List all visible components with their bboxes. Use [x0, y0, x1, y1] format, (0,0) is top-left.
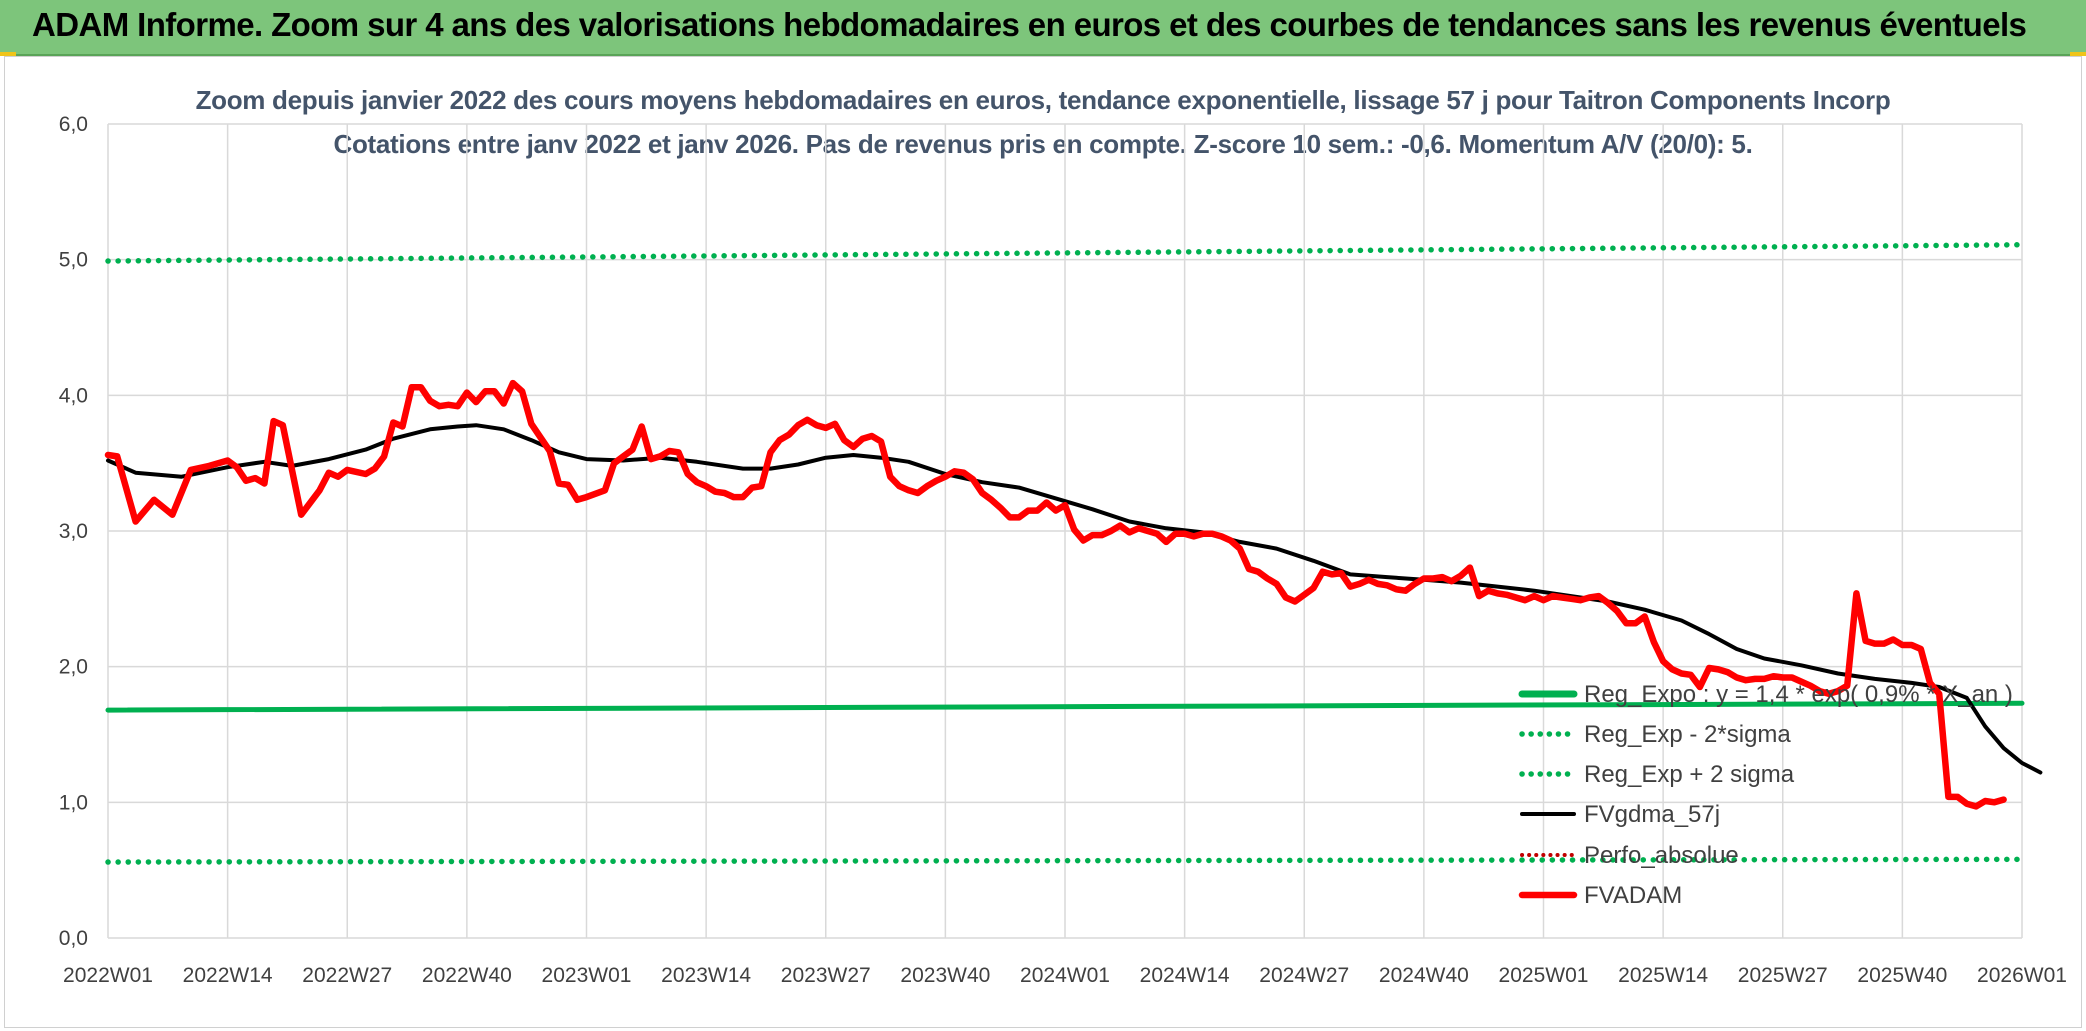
series-reg-exp-plus-2sigma	[105, 241, 2025, 264]
series-reg-exp-minus-2sigma	[105, 856, 2025, 865]
series-lines	[104, 241, 2043, 865]
x-tick-label: 2022W14	[183, 964, 273, 987]
y-tick-label: 2,0	[59, 656, 88, 679]
chart-title-background	[262, 78, 1822, 162]
legend-label-fvadam: FVADAM	[1584, 882, 1682, 909]
y-tick-label: 6,0	[59, 113, 88, 136]
x-tick-label: 2025W14	[1618, 964, 1708, 987]
corner-accent-left	[0, 52, 16, 56]
x-tick-label: 2022W40	[422, 964, 512, 987]
legend-label-reg_expo: Reg_Expo : y = 1,4 * exp( 0,9% * X_an )	[1584, 681, 2013, 708]
x-tick-label: 2024W27	[1259, 964, 1349, 987]
legend: Reg_Expo : y = 1,4 * exp( 0,9% * X_an ) R…	[1518, 681, 2013, 909]
chart-title-line2: Cotations entre janv 2022 et janv 2026. …	[333, 129, 1752, 159]
legend-label-fvgdma: FVgdma_57j	[1584, 801, 1720, 828]
x-tick-label: 2025W40	[1857, 964, 1947, 987]
y-tick-label: 3,0	[59, 520, 88, 543]
series-reg-expo	[105, 700, 2025, 713]
page-title: ADAM Informe. Zoom sur 4 ans des valoris…	[32, 6, 2027, 43]
corner-accent-right	[2070, 52, 2086, 56]
x-axis-ticks: 2022W01 2022W14 2022W27 2022W40 2023W01 2023W…	[63, 964, 2067, 987]
x-tick-label: 2025W01	[1499, 964, 1589, 987]
x-tick-label: 2022W01	[63, 964, 153, 987]
header-banner: ADAM Informe. Zoom sur 4 ans des valoris…	[0, 0, 2086, 56]
x-tick-label: 2024W14	[1140, 964, 1230, 987]
x-tick-label: 2023W27	[781, 964, 871, 987]
y-tick-label: 5,0	[59, 249, 88, 272]
legend-label-reg_plus: Reg_Exp + 2 sigma	[1584, 761, 1795, 788]
y-tick-label: 4,0	[59, 384, 88, 407]
chart-title-line1: Zoom depuis janvier 2022 des cours moyen…	[196, 85, 1891, 115]
x-tick-label: 2023W14	[661, 964, 751, 987]
y-tick-label: 0,0	[59, 927, 88, 950]
x-tick-label: 2023W40	[900, 964, 990, 987]
legend-label-reg_minus: Reg_Exp - 2*sigma	[1584, 721, 1791, 748]
gridlines	[107, 123, 2023, 939]
series-fvadam	[104, 379, 2007, 810]
series-fvgdma-57j	[106, 423, 2043, 775]
x-tick-label: 2024W40	[1379, 964, 1469, 987]
x-tick-label: 2024W01	[1020, 964, 1110, 987]
x-tick-label: 2023W01	[542, 964, 632, 987]
x-tick-label: 2026W01	[1977, 964, 2067, 987]
y-tick-label: 1,0	[59, 791, 88, 814]
y-axis-ticks: 0,0 1,0 2,0 3,0 4,0 5,0 6,0	[59, 113, 88, 950]
x-tick-label: 2025W27	[1738, 964, 1828, 987]
legend-label-perfo: Perfo_absolue	[1584, 842, 1739, 869]
x-tick-label: 2022W27	[302, 964, 392, 987]
chart-frame	[4, 56, 2082, 1028]
